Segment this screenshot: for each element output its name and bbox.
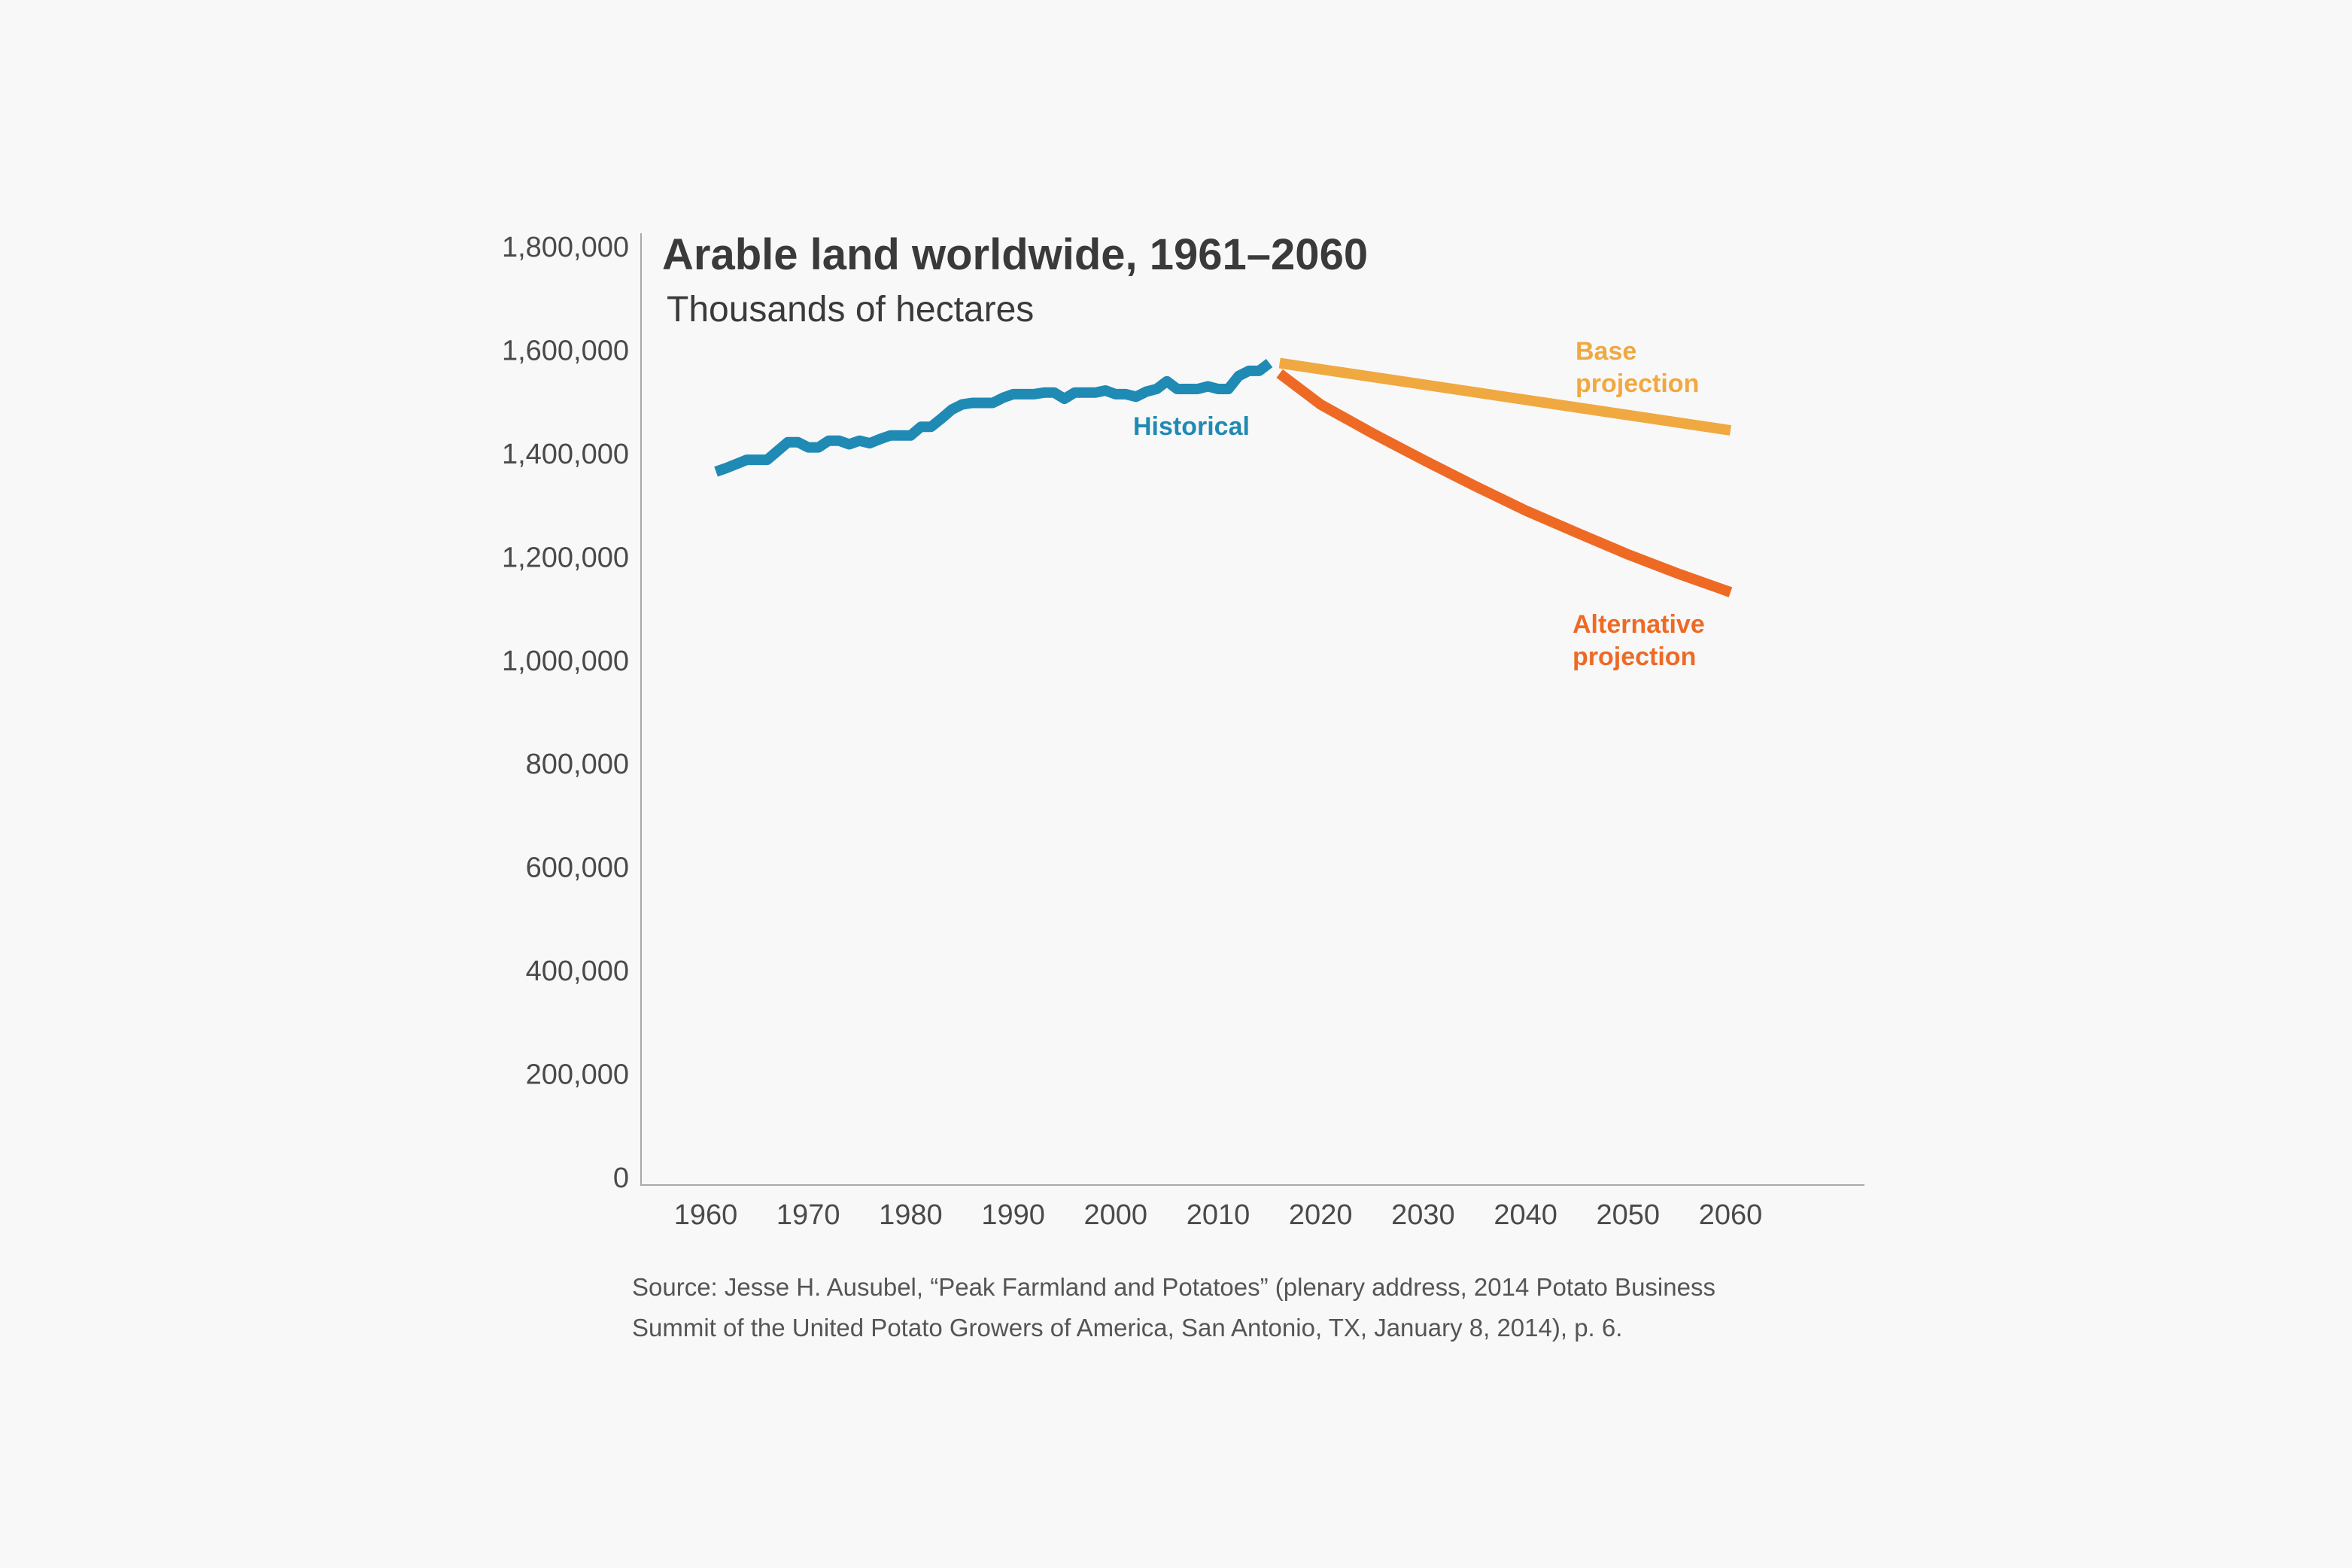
y-tick-label: 1,800,000 (502, 232, 629, 263)
x-tick-label: 2000 (1084, 1199, 1148, 1231)
y-tick-label: 200,000 (526, 1059, 629, 1091)
x-tick-label: 1980 (879, 1199, 943, 1231)
y-tick-label: 1,600,000 (502, 335, 629, 366)
x-tick-label: 1990 (981, 1199, 1045, 1231)
series-labels: Historical Base projection Alternative proje… (1133, 337, 1705, 671)
x-tick-label: 2050 (1597, 1199, 1661, 1231)
chart-subtitle: Thousands of hectares (667, 290, 1034, 330)
alternative-projection-label: Alternative projection (1573, 610, 1705, 671)
y-axis-ticks: 0 200,000 400,000 600,000 800,000 1,000,000 1,… (502, 232, 629, 1194)
historical-label: Historical (1133, 412, 1250, 441)
x-tick-label: 2060 (1699, 1199, 1763, 1231)
x-tick-label: 1960 (674, 1199, 738, 1231)
y-tick-label: 800,000 (526, 749, 629, 780)
x-tick-label: 2020 (1289, 1199, 1353, 1231)
alternative-projection-line (1276, 369, 1733, 597)
x-tick-label: 2030 (1391, 1199, 1455, 1231)
y-tick-label: 1,200,000 (502, 542, 629, 573)
y-tick-label: 1,400,000 (502, 439, 629, 470)
y-tick-label: 400,000 (526, 956, 629, 987)
x-tick-label: 2040 (1494, 1199, 1557, 1231)
y-tick-label: 600,000 (526, 852, 629, 884)
source-line-2: Summit of the United Potato Growers of A… (632, 1314, 1622, 1342)
series-lines (714, 357, 1733, 597)
base-projection-line (1278, 357, 1732, 436)
x-tick-label: 1970 (776, 1199, 840, 1231)
chart-title: Arable land worldwide, 1961–2060 (662, 230, 1368, 279)
source-line-1: Source: Jesse H. Ausubel, “Peak Farmland… (632, 1273, 1715, 1301)
x-axis-ticks: 1960 1970 1980 1990 2000 2010 2020 2030 2040 2050… (674, 1199, 1763, 1231)
y-tick-label: 0 (613, 1162, 629, 1194)
historical-line (714, 359, 1273, 477)
y-tick-label: 1,000,000 (502, 646, 629, 677)
chart-axes (640, 233, 1864, 1186)
base-projection-label: Base projection (1576, 337, 1699, 398)
x-tick-label: 2010 (1187, 1199, 1250, 1231)
